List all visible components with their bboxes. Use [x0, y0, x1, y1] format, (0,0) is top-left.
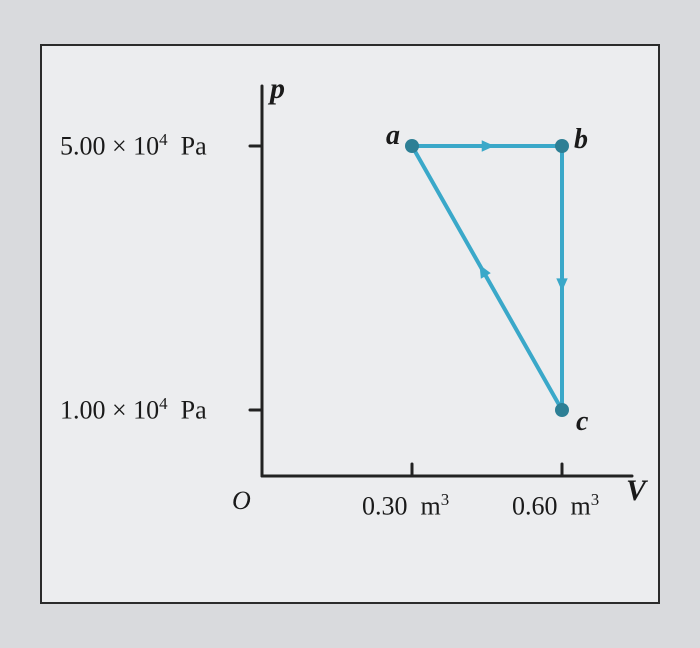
arrow-a-b: [482, 140, 495, 151]
point-b: [555, 139, 569, 153]
x-tick-label-1: 0.60 m3: [512, 490, 599, 522]
point-label-c: c: [576, 406, 588, 438]
x-tick-label-0: 0.30 m3: [362, 490, 449, 522]
point-c: [555, 403, 569, 417]
point-label-a: a: [386, 120, 400, 152]
arrow-b-c: [556, 278, 567, 291]
y-tick-label-1: 1.00 × 104 Pa: [60, 394, 207, 426]
y-tick-label-0: 5.00 × 104 Pa: [60, 130, 207, 162]
y-axis-title: p: [270, 72, 285, 106]
point-label-b: b: [574, 124, 588, 156]
point-a: [405, 139, 419, 153]
pv-diagram-panel: 5.00 × 104 Pa 1.00 × 104 Pa 0.30 m3 0.60 m3…: [40, 44, 660, 604]
x-axis-title: V: [626, 474, 646, 508]
origin-label: O: [232, 486, 251, 516]
segment-c-a: [412, 146, 562, 410]
